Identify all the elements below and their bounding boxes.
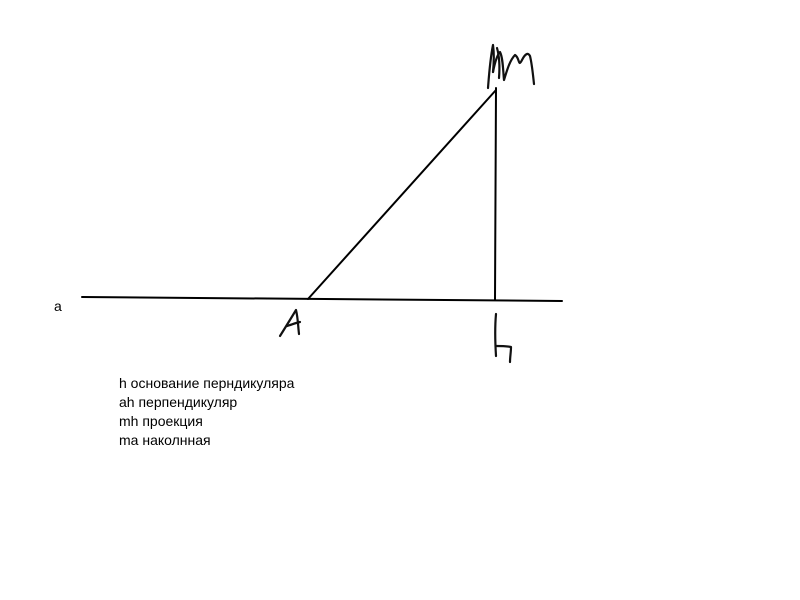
note-base-of-perpendicular: h основание перндикуляра — [119, 375, 295, 391]
note-inclined: ma наколнная — [119, 432, 211, 448]
line-a — [81, 296, 563, 302]
note-perpendicular: ah перпендикуляр — [119, 394, 238, 410]
note-projection: mh проекция — [119, 413, 203, 429]
handwritten-point-h — [494, 312, 513, 364]
notes-block: h основание перндикуляра ah перпендикуля… — [119, 374, 294, 450]
line-a-label: a — [54, 298, 62, 314]
segment-mh — [494, 87, 497, 301]
handwritten-point-a — [278, 308, 302, 338]
segment-ma — [307, 89, 497, 300]
handwritten-point-m — [486, 43, 536, 90]
